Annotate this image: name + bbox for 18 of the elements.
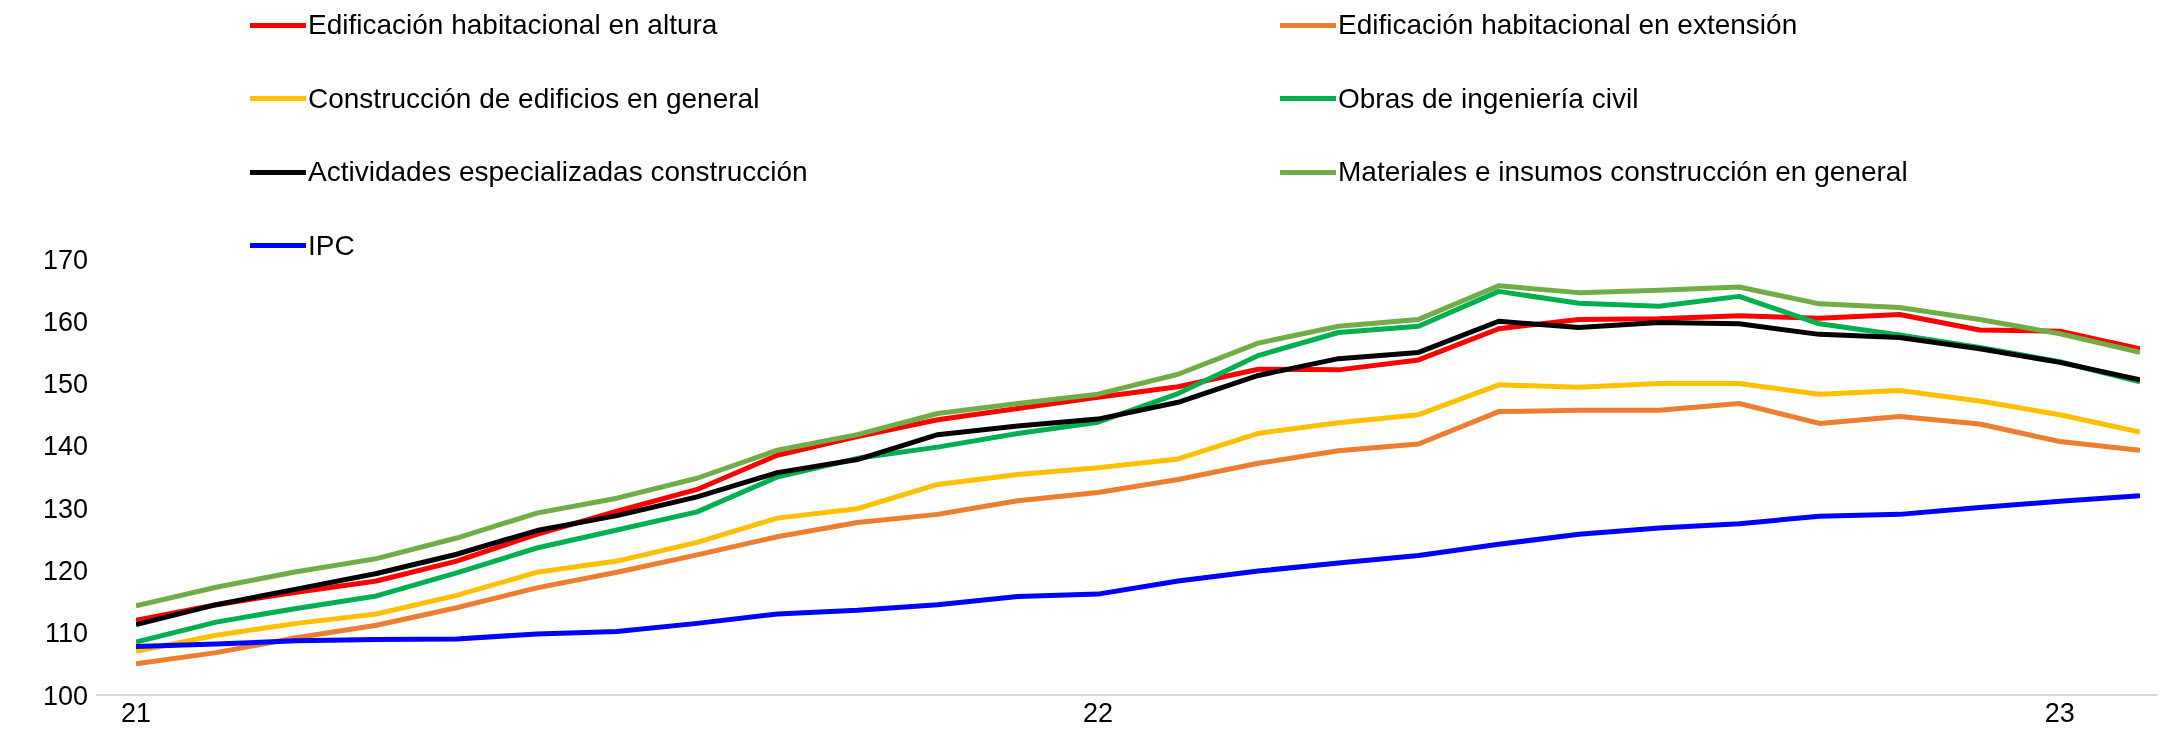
y-tick-label: 100 (42, 680, 88, 711)
y-tick-label: 140 (42, 431, 88, 462)
y-tick-label: 170 (42, 244, 88, 275)
y-tick-label: 160 (42, 306, 88, 337)
y-tick-label: 150 (42, 369, 88, 400)
y-tick-label: 130 (42, 493, 88, 524)
x-tick-label: 22 (1082, 698, 1113, 729)
y-tick-label: 120 (42, 556, 88, 587)
legend-label: Materiales e insumos construcción en general (1338, 156, 1908, 188)
legend-label: Edificación habitacional en altura (308, 9, 718, 41)
x-tick-label: 21 (120, 698, 152, 729)
legend-label: Construcción de edificios en general (308, 82, 760, 115)
legend-label: Edificación habitacional en extensión (1338, 9, 1798, 41)
legend-label: Obras de ingeniería civil (1338, 82, 1639, 115)
legend-label: Actividades especializadas construcción (308, 156, 808, 188)
x-tick-label: 23 (2044, 698, 2075, 729)
y-tick-label: 110 (44, 618, 88, 649)
legend-label: IPC (308, 229, 355, 262)
